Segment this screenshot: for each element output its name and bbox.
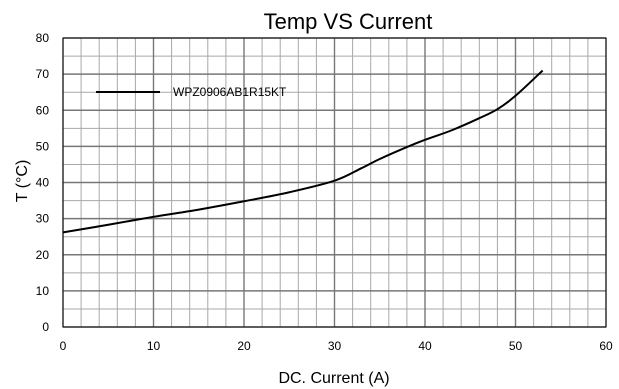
y-tick-label: 10 [36,284,50,298]
y-tick-labels: 0 10 20 30 40 50 60 70 80 [36,31,50,334]
series-group [62,69,544,234]
y-tick-label: 0 [42,320,49,334]
series-line-0 [62,69,544,234]
y-tick-label: 30 [36,212,50,226]
y-axis-label: T (°C) [14,160,31,203]
x-axis-label: DC. Current (A) [278,370,389,387]
y-tick-label: 20 [36,248,50,262]
y-tick-label: 40 [36,176,50,190]
legend: WPZ0906AB1R15KT [96,85,287,99]
legend-label: WPZ0906AB1R15KT [173,85,287,99]
y-tick-label: 60 [36,103,50,117]
x-tick-label: 40 [418,339,432,353]
major-grid [62,37,607,328]
x-tick-label: 10 [147,339,161,353]
y-tick-label: 70 [36,67,50,81]
chart-title: Temp VS Current [264,9,433,34]
x-tick-label: 0 [60,339,67,353]
x-tick-label: 30 [328,339,342,353]
x-tick-label: 60 [599,339,613,353]
x-tick-labels: 0 10 20 30 40 50 60 [60,339,613,353]
x-tick-label: 50 [509,339,523,353]
y-tick-label: 50 [36,139,50,153]
plot-area-frame [62,37,607,328]
x-tick-label: 20 [237,339,251,353]
y-tick-label: 80 [36,31,50,45]
